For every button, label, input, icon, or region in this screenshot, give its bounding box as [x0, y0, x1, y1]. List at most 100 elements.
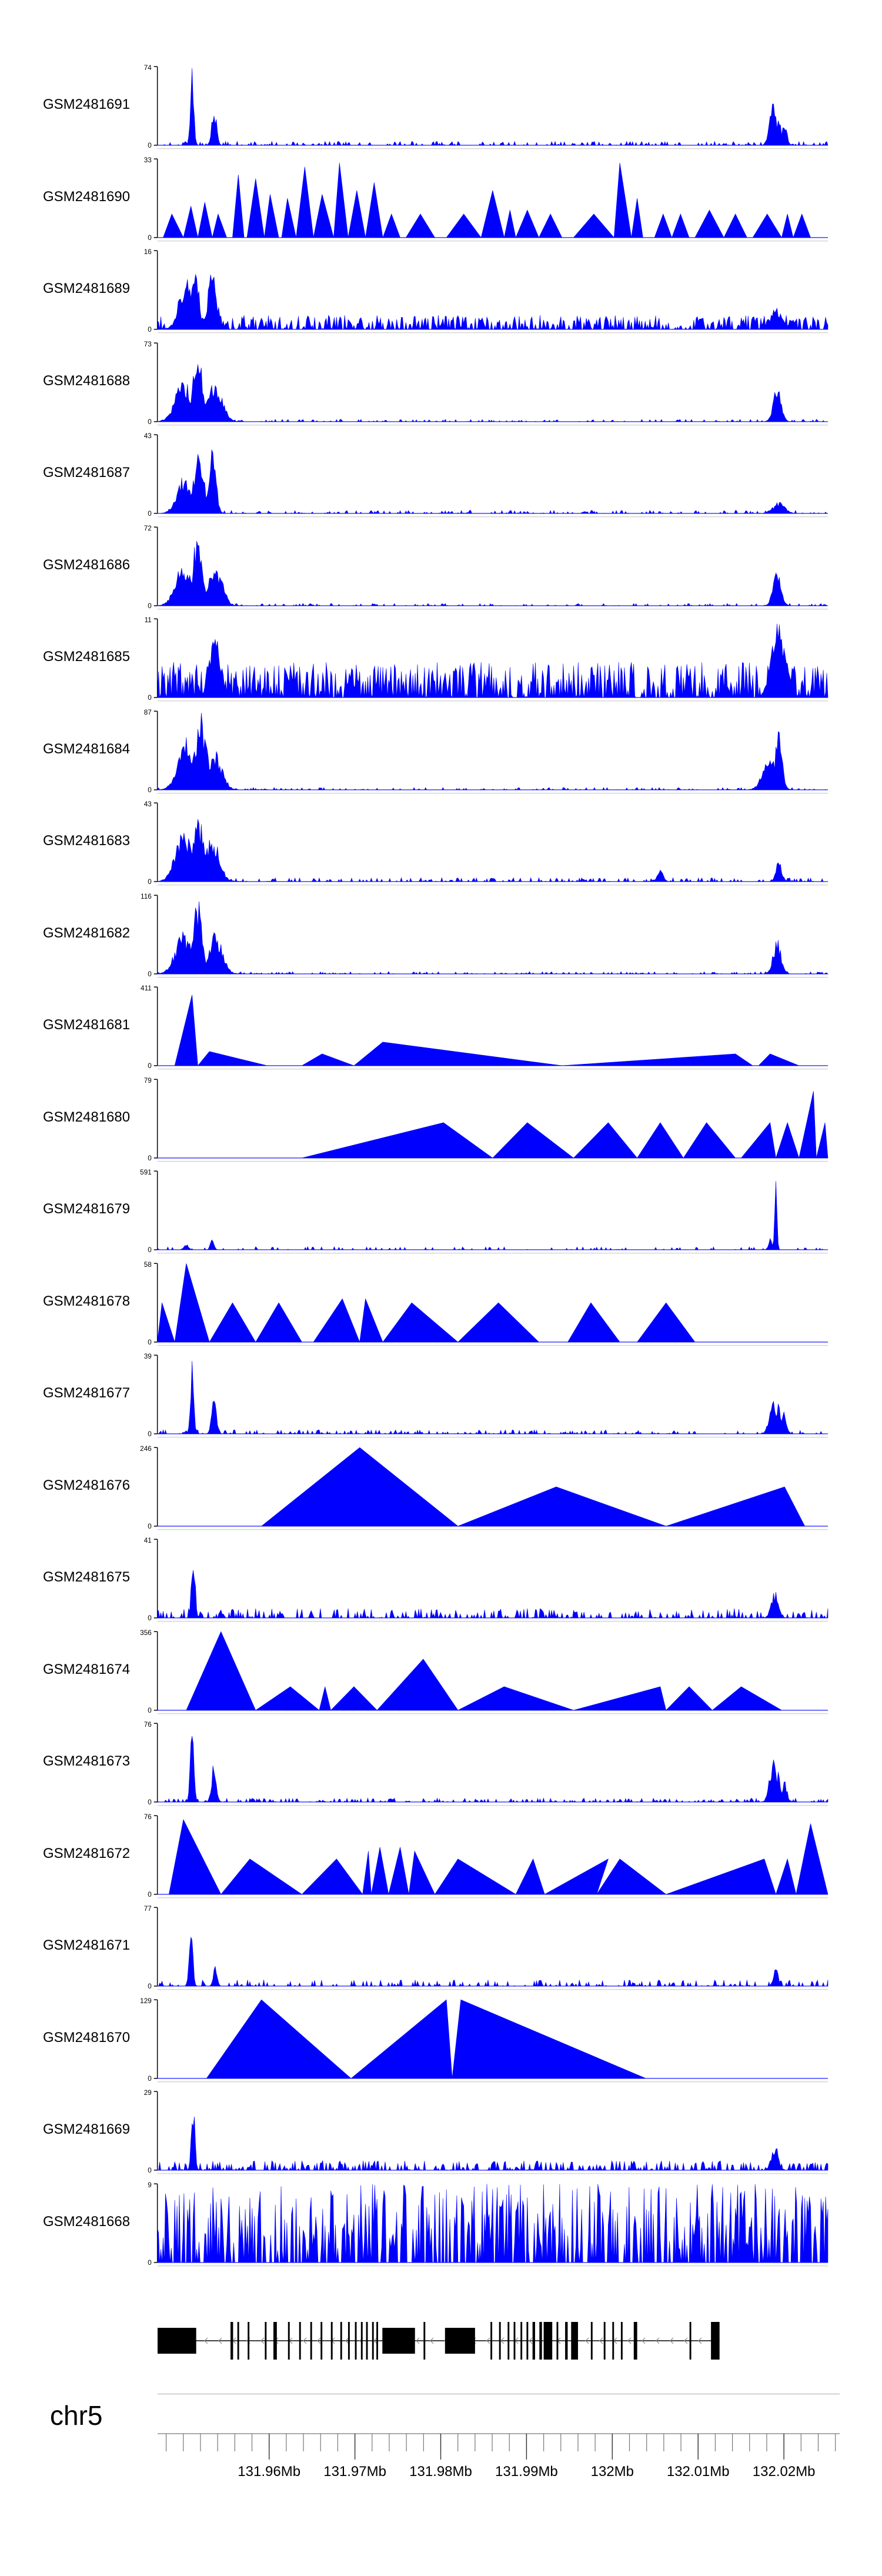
gene-exon [526, 2322, 529, 2360]
gene-exon [265, 2322, 267, 2360]
gene-exon [158, 2328, 196, 2354]
signal-area [157, 540, 828, 606]
track-label: GSM2481672 [43, 1845, 131, 1861]
gene-exon [248, 2322, 250, 2360]
signal-area [157, 68, 828, 146]
track-plot: 16 0 [144, 248, 828, 333]
signal-area [157, 274, 828, 331]
track-label: GSM2481682 [43, 925, 131, 941]
y-zero-label: 0 [148, 1522, 152, 1530]
signal-area [157, 1263, 828, 1343]
axis-tick-label: 132.02Mb [753, 2464, 816, 2480]
track-label: GSM2481670 [43, 2029, 131, 2046]
axis-tick-label: 132Mb [591, 2464, 634, 2480]
y-zero-label: 0 [148, 1154, 152, 1162]
track-plot: 11 0 [145, 616, 828, 702]
gene-exon [499, 2322, 501, 2360]
strand-arrow [684, 2337, 688, 2344]
gene-exon [633, 2322, 637, 2360]
y-zero-label: 0 [148, 142, 152, 149]
gene-exon [556, 2322, 559, 2360]
gene-exon [355, 2322, 357, 2360]
track-gsm2481679: GSM2481679 591 0 [0, 1168, 882, 1259]
y-zero-label: 0 [148, 694, 152, 702]
signal-area [157, 819, 828, 882]
track-plot: 591 0 [140, 1169, 828, 1254]
gene-exon [288, 2322, 290, 2360]
track-plot: 129 0 [140, 1997, 828, 2082]
track-gsm2481673: GSM2481673 76 0 [0, 1720, 882, 1811]
strand-arrow [218, 2337, 222, 2344]
track-label: GSM2481687 [43, 465, 131, 481]
signal-area [157, 2183, 828, 2263]
track-gsm2481668: GSM2481668 9 0 [0, 2181, 882, 2271]
gene-exon [423, 2322, 426, 2360]
track-label: GSM2481678 [43, 1293, 131, 1309]
track-plot: 87 0 [144, 709, 828, 793]
y-max-label: 73 [144, 341, 152, 348]
track-plot: 74 0 [144, 64, 828, 149]
y-max-label: 591 [140, 1169, 152, 1176]
y-max-label: 129 [140, 1997, 152, 2005]
y-max-label: 356 [140, 1629, 152, 1637]
signal-area [157, 1447, 828, 1526]
track-label: GSM2481689 [43, 281, 131, 296]
track-plot: 76 0 [144, 1813, 828, 1898]
gene-exon [372, 2322, 374, 2360]
track-gsm2481683: GSM2481683 43 0 [0, 800, 882, 890]
track-gsm2481671: GSM2481671 77 0 [0, 1904, 882, 1995]
y-max-label: 72 [144, 525, 152, 532]
gene-exon [366, 2322, 368, 2360]
axis-tick-label: 131.99Mb [495, 2464, 558, 2480]
track-gsm2481676: GSM2481676 246 0 [0, 1444, 882, 1535]
y-zero-label: 0 [148, 1614, 152, 1622]
signal-area [157, 623, 828, 698]
gene-exon [612, 2322, 614, 2360]
track-gsm2481678: GSM2481678 58 0 [0, 1260, 882, 1351]
gene-exon [376, 2322, 378, 2360]
strand-arrow [627, 2337, 632, 2344]
y-zero-label: 0 [148, 1890, 152, 1898]
strand-arrow [345, 2337, 349, 2344]
track-label: GSM2481680 [43, 1109, 131, 1125]
y-zero-label: 0 [148, 233, 152, 241]
strand-arrow [585, 2337, 589, 2344]
y-max-label: 76 [144, 1721, 152, 1729]
signal-area [157, 1736, 828, 1803]
y-zero-label: 0 [148, 2258, 152, 2266]
track-gsm2481685: GSM2481685 11 0 [0, 616, 882, 706]
strand-arrow [204, 2337, 208, 2344]
strand-arrow [529, 2337, 533, 2344]
signal-area [157, 712, 828, 790]
track-plot: 356 0 [140, 1629, 828, 1714]
y-zero-label: 0 [148, 2074, 152, 2082]
track-plot: 39 0 [144, 1353, 828, 1438]
strand-arrow [416, 2337, 420, 2344]
track-gsm2481677: GSM2481677 39 0 [0, 1352, 882, 1443]
track-gsm2481674: GSM2481674 356 0 [0, 1629, 882, 1719]
gene-exon [320, 2322, 323, 2360]
y-zero-label: 0 [148, 418, 152, 425]
gene-exon [310, 2322, 312, 2360]
y-zero-label: 0 [148, 786, 152, 793]
gene-exon [360, 2322, 363, 2360]
signal-area [157, 1570, 828, 1619]
track-label: GSM2481685 [43, 649, 131, 665]
y-zero-label: 0 [148, 970, 152, 977]
y-zero-label: 0 [148, 602, 152, 609]
track-plot: 43 0 [144, 432, 828, 518]
y-zero-label: 0 [148, 1246, 152, 1254]
track-gsm2481684: GSM2481684 87 0 [0, 708, 882, 799]
signal-area [157, 162, 828, 238]
signal-area [157, 2116, 828, 2171]
strand-arrow [373, 2337, 377, 2344]
track-plot: 79 0 [144, 1077, 828, 1162]
signal-area [157, 363, 828, 422]
gene-exon [382, 2328, 415, 2354]
axis-tick-label: 131.97Mb [323, 2464, 386, 2480]
y-max-label: 58 [144, 1261, 152, 1269]
track-gsm2481690: GSM2481690 33 0 [0, 156, 882, 246]
gene-exon [490, 2322, 493, 2360]
track-plot: 76 0 [144, 1721, 828, 1806]
signal-area [157, 995, 828, 1066]
